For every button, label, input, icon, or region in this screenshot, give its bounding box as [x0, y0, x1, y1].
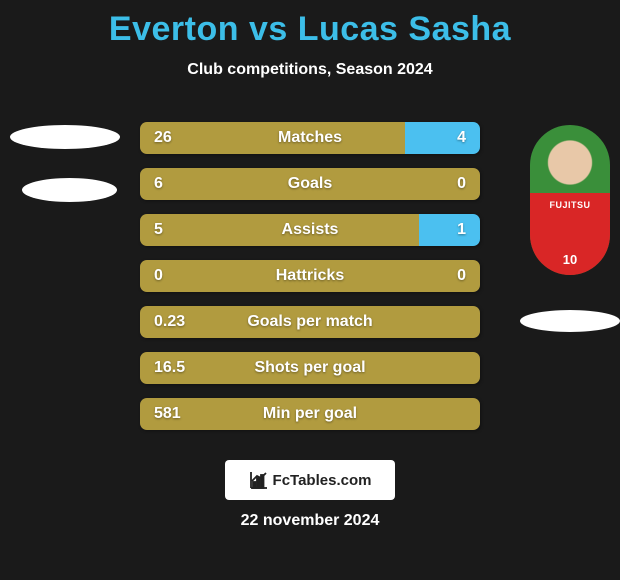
- stat-row: 16.5Shots per goal: [140, 352, 480, 384]
- stat-bar-right: [466, 398, 480, 430]
- avatar-left-placeholder-2: [22, 178, 117, 202]
- stat-left-value: 5: [154, 221, 163, 239]
- stat-row: 60Goals: [140, 168, 480, 200]
- stats-bars: 264Matches60Goals51Assists00Hattricks0.2…: [140, 122, 480, 444]
- chart-icon: [249, 470, 269, 490]
- stat-bar-left: 5: [140, 214, 419, 246]
- player-right-sponsor: FUJITSU: [530, 200, 610, 210]
- stat-row: 581Min per goal: [140, 398, 480, 430]
- brand-logo[interactable]: FcTables.com: [225, 460, 395, 500]
- stat-right-value: 0: [457, 267, 466, 285]
- stat-bar-right: 1: [419, 214, 480, 246]
- stat-right-value: 1: [457, 221, 466, 239]
- stat-bar-left: 0: [140, 260, 310, 292]
- stat-right-value: 0: [457, 175, 466, 193]
- stat-bar-left: 0.23: [140, 306, 466, 338]
- stat-bar-right: [466, 352, 480, 384]
- stat-row: 0.23Goals per match: [140, 306, 480, 338]
- subtitle: Club competitions, Season 2024: [0, 61, 620, 79]
- stat-bar-left: 581: [140, 398, 466, 430]
- stat-left-value: 581: [154, 405, 181, 423]
- stat-left-value: 0: [154, 267, 163, 285]
- stat-bar-right: 0: [310, 260, 480, 292]
- player-right-avatar: FUJITSU: [530, 125, 610, 275]
- brand-text: FcTables.com: [273, 472, 372, 489]
- stat-bar-left: 26: [140, 122, 405, 154]
- stat-left-value: 0.23: [154, 313, 185, 331]
- stat-bar-right: 0: [466, 168, 480, 200]
- stat-row: 00Hattricks: [140, 260, 480, 292]
- stat-left-value: 6: [154, 175, 163, 193]
- stat-left-value: 26: [154, 129, 172, 147]
- stat-row: 51Assists: [140, 214, 480, 246]
- stat-bar-right: 4: [405, 122, 480, 154]
- stat-left-value: 16.5: [154, 359, 185, 377]
- stat-right-value: 4: [457, 129, 466, 147]
- stat-bar-left: 6: [140, 168, 466, 200]
- stat-bar-left: 16.5: [140, 352, 466, 384]
- footer-date: 22 november 2024: [0, 512, 620, 530]
- page-title: Everton vs Lucas Sasha: [0, 0, 620, 49]
- avatar-right-placeholder: [520, 310, 620, 332]
- stat-row: 264Matches: [140, 122, 480, 154]
- avatar-left-placeholder-1: [10, 125, 120, 149]
- stat-bar-right: [466, 306, 480, 338]
